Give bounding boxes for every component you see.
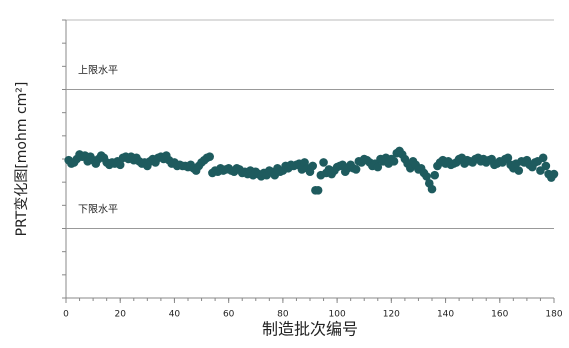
data-point (503, 153, 513, 163)
data-point (351, 165, 361, 174)
data-point (308, 161, 318, 171)
x-tick-label: 180 (545, 310, 562, 320)
x-tick-label: 160 (491, 310, 508, 320)
data-point (427, 184, 437, 194)
x-tick-label: 140 (437, 310, 454, 320)
x-tick-label: 40 (169, 310, 181, 320)
data-point (205, 152, 214, 161)
limit-label: 上限水平 (78, 65, 118, 77)
x-tick-label: 80 (277, 310, 289, 320)
y-axis-title: PRT变化图[mohm cm²] (14, 82, 30, 237)
data-point (313, 185, 323, 195)
x-tick-label: 60 (223, 310, 235, 320)
data-point (422, 172, 431, 181)
data-point (373, 162, 383, 172)
data-point (115, 160, 125, 170)
data-point (389, 157, 399, 166)
data-point (549, 169, 559, 179)
data-point (319, 158, 328, 167)
x-tick-label: 0 (63, 310, 69, 320)
x-tick-label: 120 (383, 310, 400, 320)
limit-label: 下限水平 (78, 204, 118, 216)
x-tick-label: 100 (329, 310, 346, 320)
data-point (430, 170, 440, 180)
data-point (538, 153, 548, 163)
data-point (514, 166, 524, 175)
x-axis-title: 制造批次编号 (262, 320, 358, 339)
data-point (541, 161, 551, 171)
x-tick-label: 20 (114, 310, 126, 320)
